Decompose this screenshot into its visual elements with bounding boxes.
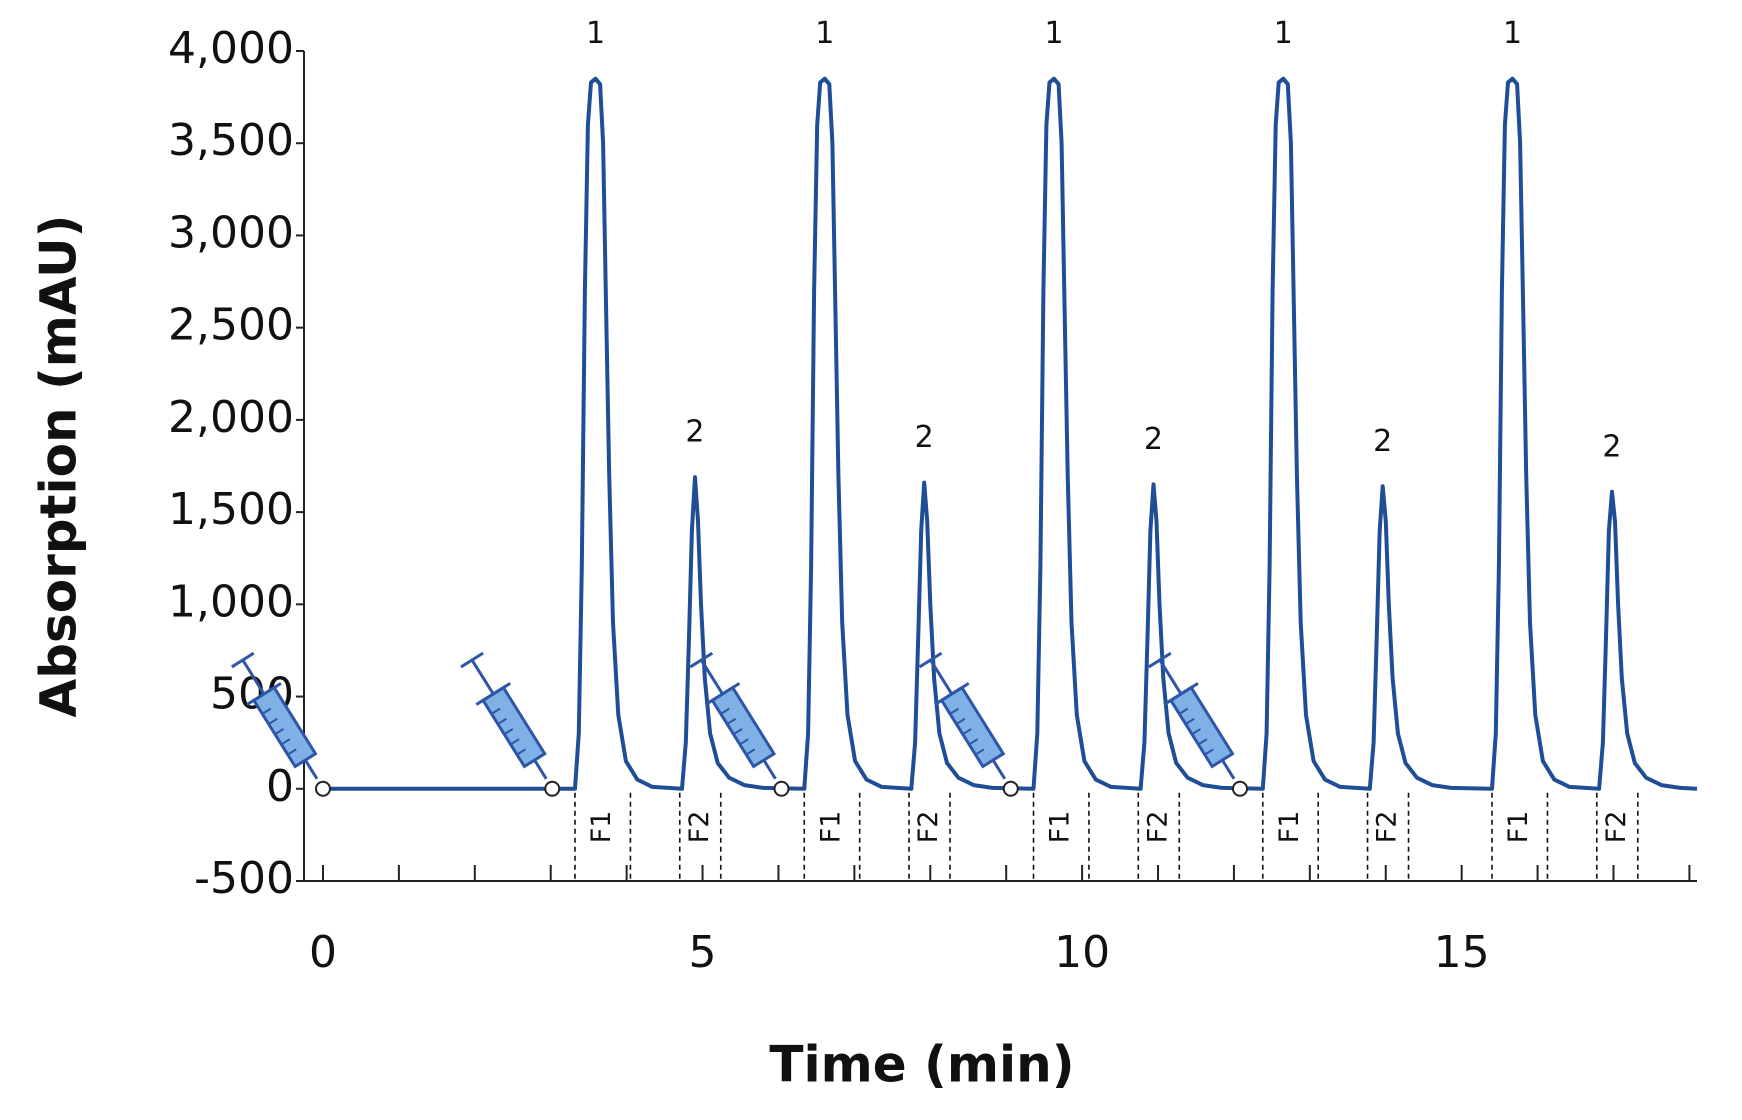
peak-label: 2 xyxy=(685,415,704,450)
syringe-scale xyxy=(732,728,743,736)
syringe-scale xyxy=(739,738,749,746)
y-tick-label: 4,000 xyxy=(168,23,294,74)
fraction-label: F1 xyxy=(1503,811,1534,844)
syringe-scale xyxy=(955,717,966,725)
y-tick-label: -500 xyxy=(194,853,294,904)
syringe-plunger xyxy=(1158,659,1183,695)
syringe-scale xyxy=(949,707,960,715)
x-tick-label: 5 xyxy=(689,927,717,978)
syringe-scale xyxy=(287,748,297,756)
syringe-scale xyxy=(280,738,291,746)
syringe-needle xyxy=(991,759,1007,780)
syringe-plunger xyxy=(241,659,266,695)
syringe-scale xyxy=(510,738,520,746)
syringe-icon xyxy=(460,651,548,780)
fraction-label: F1 xyxy=(1274,811,1305,844)
syringe-scale xyxy=(491,707,501,715)
fraction-label: F2 xyxy=(1601,811,1632,844)
y-tick-label: 2,000 xyxy=(168,392,294,443)
syringe-scale xyxy=(1191,728,1202,736)
y-tick-label: 0 xyxy=(266,761,294,812)
y-tick-label: 3,500 xyxy=(168,115,294,166)
fraction-label: F2 xyxy=(913,811,944,844)
syringe-scale xyxy=(1185,717,1195,725)
syringe-thumb xyxy=(460,651,484,669)
syringe-scale xyxy=(268,717,278,725)
syringe-barrel xyxy=(480,685,547,769)
syringe-flange xyxy=(246,682,282,706)
syringe-scale xyxy=(962,728,972,736)
syringe-scale xyxy=(1178,707,1189,715)
peak-label: 2 xyxy=(915,420,934,455)
y-tick-label: 1,000 xyxy=(168,576,294,627)
x-axis-title: Time (min) xyxy=(769,1036,1074,1094)
peak-label: 1 xyxy=(586,16,605,51)
fraction-label: F2 xyxy=(684,811,715,844)
x-tick-label: 10 xyxy=(1054,927,1110,978)
fraction-label: F1 xyxy=(586,811,617,844)
syringe-scale xyxy=(968,738,979,746)
injection-point xyxy=(314,780,331,797)
fraction-label: F2 xyxy=(1372,811,1403,844)
y-tick-label: 1,500 xyxy=(168,484,294,535)
fraction-label: F1 xyxy=(1045,811,1076,844)
injection-point xyxy=(1002,780,1019,797)
peak-label: 2 xyxy=(1373,424,1392,459)
syringe-scale xyxy=(1204,748,1214,756)
syringe-scale xyxy=(974,748,985,756)
y-tick-label: 3,000 xyxy=(168,207,294,258)
x-tick-label: 15 xyxy=(1434,927,1490,978)
syringe-scale xyxy=(720,707,730,715)
injection-point xyxy=(1232,780,1249,797)
fraction-label: F2 xyxy=(1142,811,1173,844)
syringe-barrel xyxy=(939,685,1006,769)
y-tick-label: 2,500 xyxy=(168,300,294,351)
injection-point xyxy=(773,780,790,797)
peak-label: 2 xyxy=(1602,429,1621,464)
syringe-needle xyxy=(304,759,319,780)
syringe-thumb xyxy=(918,651,943,669)
syringe-scale xyxy=(745,748,756,756)
injection-point xyxy=(544,780,561,797)
syringe-needle xyxy=(762,759,777,780)
syringe-barrel xyxy=(1168,685,1235,769)
syringe-plunger xyxy=(929,659,954,695)
peak-label: 1 xyxy=(815,16,834,51)
y-axis-title: Absorption (mAU) xyxy=(30,214,88,717)
syringe-plunger xyxy=(700,659,724,695)
syringe-plunger xyxy=(470,659,495,695)
peak-label: 2 xyxy=(1144,422,1163,457)
syringe-thumb xyxy=(689,651,714,669)
peak-label: 1 xyxy=(1044,16,1063,51)
syringe-scale xyxy=(1197,738,1208,746)
syringe-scale xyxy=(503,728,514,736)
peak-label: 1 xyxy=(1503,16,1522,51)
syringe-needle xyxy=(1221,759,1236,780)
syringe-thumb xyxy=(1147,651,1172,669)
syringe-barrel xyxy=(710,685,777,769)
trace-line xyxy=(323,76,1698,791)
syringe-scale xyxy=(726,717,737,725)
syringe-scale xyxy=(261,707,272,715)
syringe-scale xyxy=(516,748,526,756)
syringe-thumb xyxy=(230,651,255,669)
syringe-icon xyxy=(1147,651,1236,780)
syringe-flange xyxy=(475,682,511,706)
syringe-scale xyxy=(497,717,507,725)
syringe-needle xyxy=(533,759,548,780)
fraction-label: F1 xyxy=(815,811,846,844)
x-tick-label: 0 xyxy=(309,927,337,978)
syringe-icon xyxy=(918,651,1007,780)
syringe-icon xyxy=(689,651,777,780)
syringe-icon xyxy=(230,651,319,780)
peak-label: 1 xyxy=(1274,16,1293,51)
syringe-scale xyxy=(274,728,285,736)
